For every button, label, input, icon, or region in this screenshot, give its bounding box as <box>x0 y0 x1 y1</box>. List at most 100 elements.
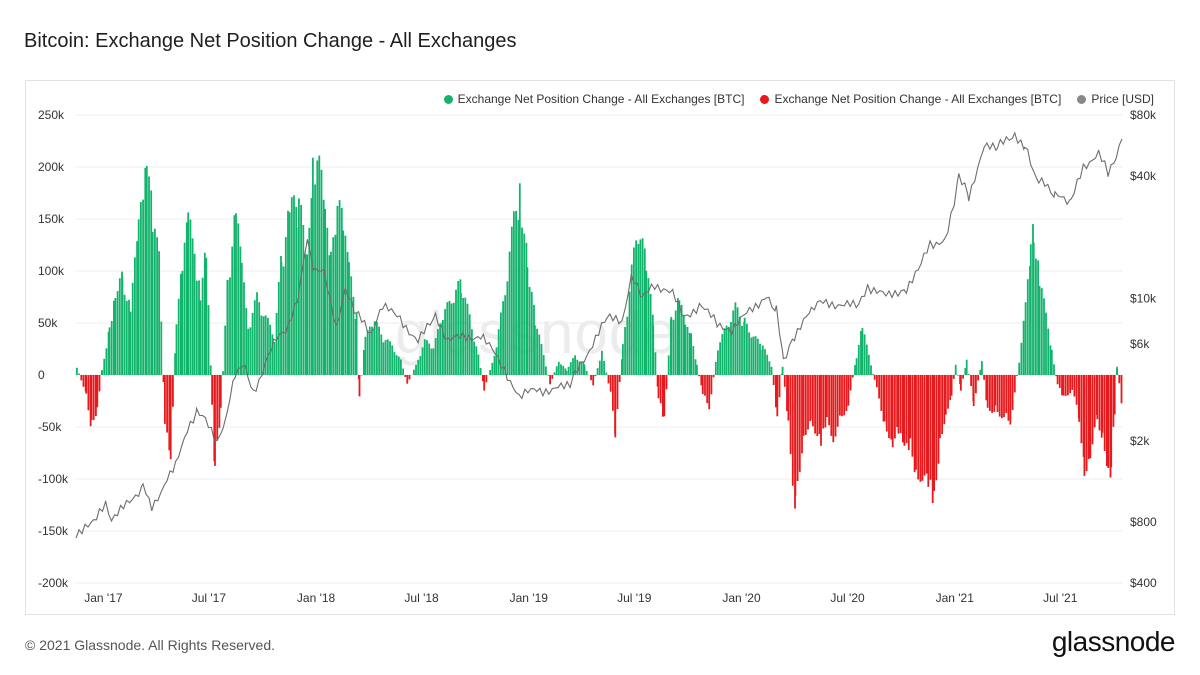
bar <box>1003 375 1005 418</box>
bar <box>391 345 394 375</box>
bar <box>802 375 805 436</box>
bar <box>87 375 90 411</box>
bar <box>991 375 993 413</box>
bar <box>1007 375 1010 421</box>
bar <box>549 375 551 385</box>
bar <box>344 235 347 375</box>
bar <box>346 252 349 375</box>
bar <box>282 266 285 375</box>
bar <box>923 375 926 476</box>
bar <box>209 365 212 375</box>
bar <box>116 291 119 375</box>
bar <box>766 354 769 375</box>
bar <box>985 375 988 401</box>
bar <box>618 375 621 382</box>
bar <box>826 375 828 418</box>
bar <box>1118 375 1121 384</box>
bar <box>775 375 777 408</box>
bar <box>1037 260 1039 375</box>
bar <box>300 205 302 375</box>
legend-item-price[interactable]: Price [USD] <box>1077 92 1154 106</box>
bar <box>993 375 996 412</box>
bar <box>354 319 357 375</box>
bar <box>578 361 581 375</box>
bar <box>455 289 457 375</box>
bar <box>952 375 955 379</box>
bar <box>1064 375 1067 396</box>
bar <box>1005 375 1008 414</box>
bar <box>342 230 345 375</box>
bar <box>750 337 753 375</box>
bar <box>701 375 704 394</box>
bar <box>432 348 435 375</box>
bar <box>183 242 186 375</box>
bar <box>338 200 341 375</box>
bar <box>682 315 685 375</box>
legend-item-outflow[interactable]: Exchange Net Position Change - All Excha… <box>760 92 1061 106</box>
y-tick-left: 100k <box>38 264 65 278</box>
bar <box>776 375 779 417</box>
bar <box>812 375 814 427</box>
bar <box>626 316 629 375</box>
bar <box>816 375 819 437</box>
bar <box>714 361 717 375</box>
bar <box>506 281 509 375</box>
bar <box>151 231 154 375</box>
bar <box>239 246 242 375</box>
y-tick-right: $80k <box>1130 108 1157 122</box>
bar <box>1018 362 1021 375</box>
bar <box>684 324 687 375</box>
bar <box>960 375 962 391</box>
bar <box>376 321 378 375</box>
bar <box>545 366 547 375</box>
bar <box>878 375 880 399</box>
bar <box>915 375 917 470</box>
bar <box>466 303 469 375</box>
bar <box>712 375 715 378</box>
legend-item-inflow[interactable]: Exchange Net Position Change - All Excha… <box>443 92 745 106</box>
bar <box>665 375 668 390</box>
bar <box>199 300 202 375</box>
bar <box>195 280 198 375</box>
bar <box>462 297 464 375</box>
chart-legend: Exchange Net Position Change - All Excha… <box>443 92 1154 106</box>
bar <box>464 297 467 375</box>
bar <box>180 273 182 375</box>
y-tick-left: 250k <box>38 108 65 122</box>
bar <box>907 375 910 451</box>
bar <box>1093 375 1096 428</box>
bar <box>150 190 153 375</box>
bar <box>340 207 343 375</box>
bar <box>899 375 902 434</box>
bar <box>839 375 841 416</box>
bar <box>565 370 568 375</box>
bar <box>947 375 949 409</box>
legend-label: Price [USD] <box>1091 92 1154 106</box>
bar <box>941 375 943 434</box>
bar <box>249 327 252 375</box>
bar <box>865 344 868 375</box>
x-tick: Jan '20 <box>722 591 761 605</box>
bar <box>635 240 637 375</box>
bar <box>298 198 300 375</box>
bar <box>786 375 788 412</box>
legend-label: Exchange Net Position Change - All Excha… <box>457 92 745 106</box>
bar <box>226 280 229 375</box>
bar <box>738 316 741 375</box>
bar <box>1045 312 1047 375</box>
bar <box>158 251 160 375</box>
glassnode-logo[interactable]: glassnode <box>1051 626 1176 657</box>
bar <box>796 375 799 481</box>
bar <box>222 371 224 375</box>
bar <box>504 295 507 375</box>
bar <box>798 375 801 472</box>
bar <box>667 355 670 375</box>
bar <box>485 375 488 383</box>
bar <box>896 375 898 427</box>
bar <box>536 328 538 375</box>
bar <box>457 281 460 375</box>
bar <box>348 262 350 375</box>
bar <box>245 307 248 375</box>
bar <box>820 375 822 446</box>
bar <box>890 375 893 440</box>
